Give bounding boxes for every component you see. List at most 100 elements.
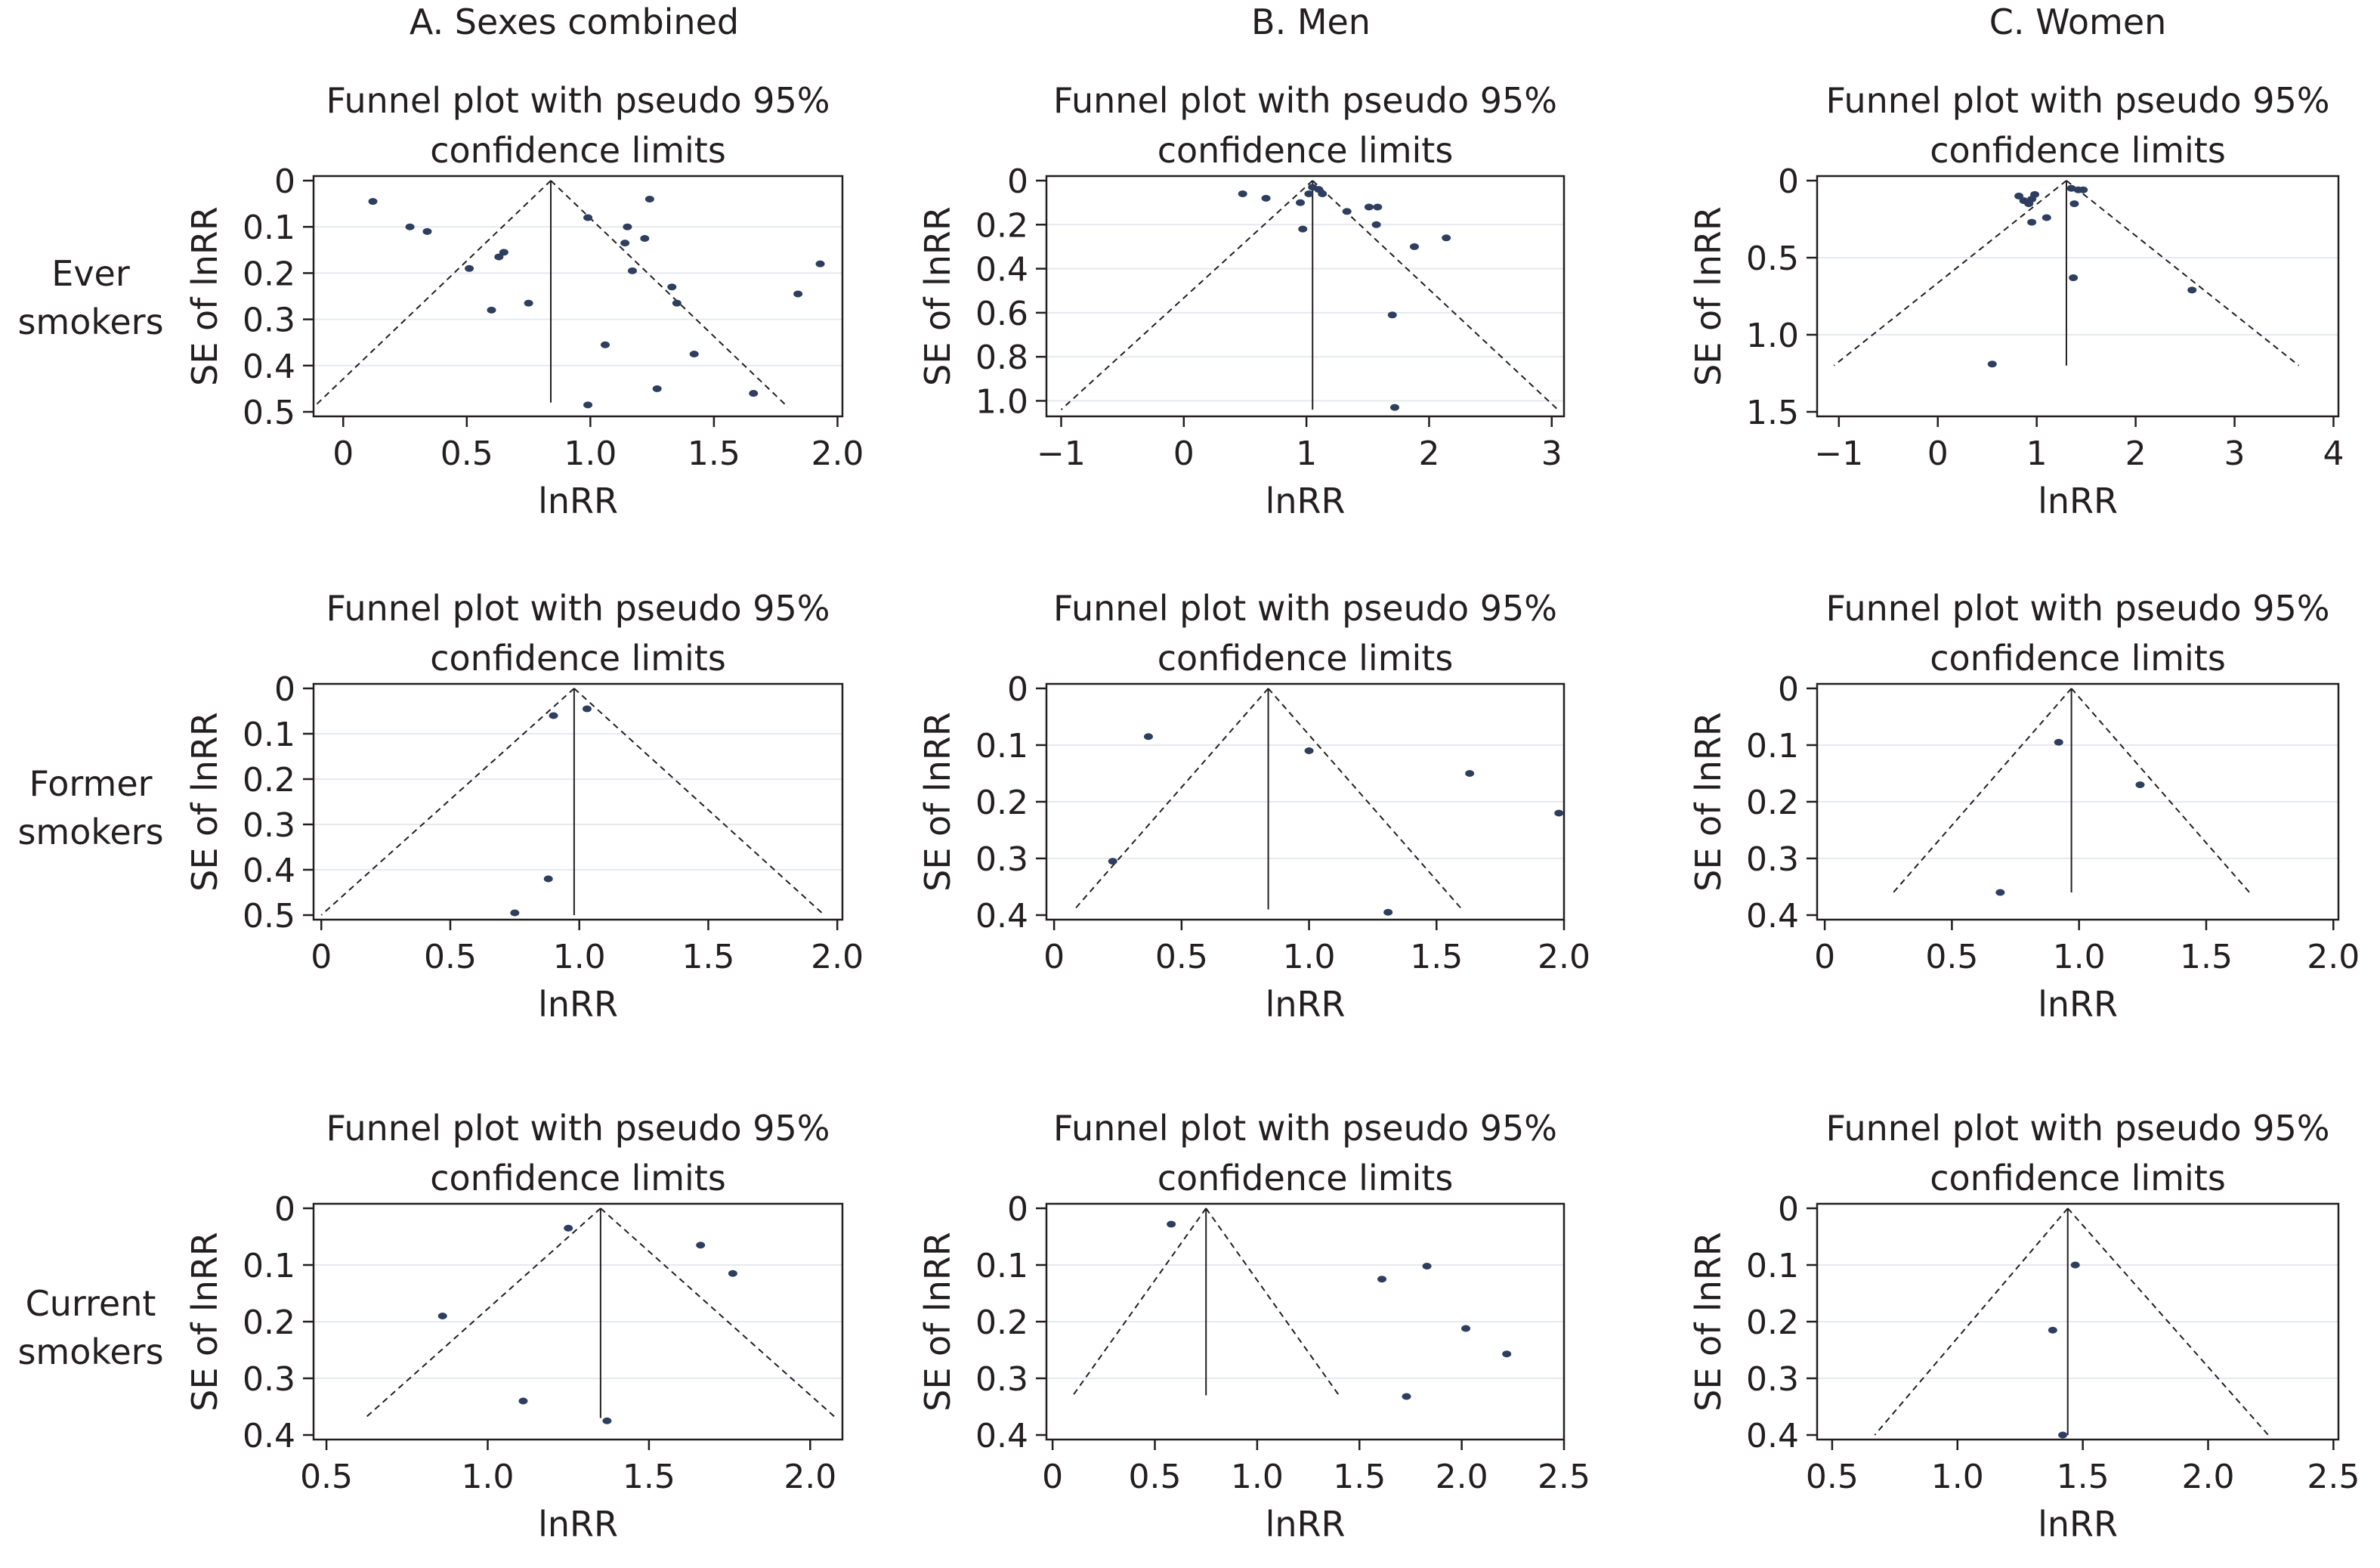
row-label-former-smokers: Former smokers: [17, 763, 164, 852]
plot-title: confidence limits: [1158, 1158, 1454, 1198]
y-tick-label: 0.8: [975, 339, 1028, 377]
y-axis-label: SE of lnRR: [1688, 206, 1729, 386]
study-point: [640, 235, 650, 242]
study-point: [1108, 858, 1117, 865]
study-point: [510, 909, 520, 917]
x-axis-label: lnRR: [538, 984, 618, 1025]
x-tick-label: 2: [1418, 435, 1439, 473]
y-tick-label: 0.1: [243, 1247, 295, 1285]
study-point: [602, 1417, 612, 1424]
study-point: [1364, 203, 1374, 211]
plot-title: Funnel plot with pseudo 95%: [1826, 1108, 2330, 1149]
y-tick-label: 0.2: [975, 784, 1028, 822]
funnel-limit-left: [1893, 688, 2072, 893]
row-label-ever-smokers: Ever smokers: [17, 253, 164, 342]
x-tick-label: 1.0: [1931, 1458, 1984, 1496]
x-tick-label: 2: [2125, 435, 2147, 473]
x-tick-label: 2.0: [2182, 1458, 2235, 1496]
study-point: [582, 705, 592, 713]
study-point: [600, 341, 610, 348]
study-point: [1342, 208, 1352, 215]
study-point: [518, 1397, 528, 1405]
x-axis-label: lnRR: [538, 481, 618, 521]
study-point: [1465, 770, 1475, 777]
study-point: [672, 299, 682, 307]
y-tick-label: 0.3: [243, 302, 295, 340]
x-tick-label: 2.0: [2307, 938, 2360, 976]
column-header-men: B. Men: [1251, 2, 1371, 42]
y-tick-label: 0: [274, 1190, 295, 1229]
study-point: [583, 401, 593, 409]
study-point: [1387, 311, 1397, 319]
plot-title: confidence limits: [1158, 130, 1454, 171]
y-tick-label: 0.3: [243, 1360, 295, 1399]
y-axis-label: SE of lnRR: [917, 206, 958, 386]
y-tick-label: 0.1: [975, 727, 1028, 765]
plot-title: confidence limits: [1930, 638, 2226, 679]
study-point: [793, 290, 803, 298]
y-tick-label: 0.2: [243, 1304, 295, 1342]
y-tick-label: 0.2: [975, 1304, 1028, 1342]
y-tick-label: 0: [1007, 1190, 1028, 1229]
funnel-limit-left: [1060, 180, 1313, 410]
x-tick-label: 2.0: [811, 435, 864, 473]
x-tick-label: 2.0: [811, 938, 864, 976]
study-point: [494, 253, 504, 261]
funnel-plot-former-women: Funnel plot with pseudo 95% confidence li…: [1688, 588, 2360, 1025]
study-point: [696, 1242, 706, 1249]
y-tick-label: 0.4: [975, 251, 1028, 289]
x-tick-label: 0.5: [1129, 1458, 1182, 1496]
y-tick-label: 0.2: [975, 206, 1028, 245]
study-point: [2030, 190, 2040, 198]
funnel-limit-left: [320, 688, 575, 916]
y-tick-label: 0.6: [975, 295, 1028, 333]
funnel-limit-left: [1072, 1208, 1207, 1396]
x-tick-label: 1.5: [688, 435, 740, 473]
x-tick-label: 1.0: [461, 1458, 514, 1496]
plot-title: confidence limits: [1930, 1158, 2226, 1198]
study-point: [1383, 908, 1393, 916]
x-axis-label: lnRR: [2038, 984, 2118, 1025]
funnel-limit-right: [2070, 688, 2250, 893]
funnel-plot-former-combined: Funnel plot with pseudo 95% confidence li…: [184, 588, 864, 1025]
plot-frame: [312, 175, 844, 418]
x-tick-label: 0: [1927, 435, 1949, 473]
study-point: [1238, 190, 1247, 197]
study-point: [2135, 781, 2145, 788]
y-tick-label: 0.5: [1746, 240, 1799, 278]
study-point: [405, 223, 415, 230]
y-tick-label: 1.0: [975, 382, 1028, 421]
x-tick-label: 2.5: [2307, 1458, 2360, 1496]
funnel-plot-ever-men: Funnel plot with pseudo 95% confidence li…: [917, 80, 1566, 521]
funnel-plot-former-men: Funnel plot with pseudo 95% confidence li…: [917, 588, 1590, 1025]
funnel-limit-left: [364, 1208, 601, 1419]
x-tick-label: 1.0: [553, 938, 606, 976]
plot-title: Funnel plot with pseudo 95%: [1053, 588, 1557, 629]
y-axis-label: SE of lnRR: [1688, 712, 1729, 892]
study-point: [2014, 192, 2024, 199]
y-tick-label: 0.1: [1746, 1247, 1799, 1285]
study-point: [1422, 1263, 1432, 1270]
y-tick-label: 0.1: [243, 716, 295, 754]
funnel-plot-ever-combined: Funnel plot with pseudo 95% confidence li…: [184, 80, 864, 521]
y-tick-label: 0.4: [1746, 1417, 1799, 1455]
y-tick-label: 1.5: [1746, 394, 1799, 432]
funnel-limit-right: [2066, 1208, 2269, 1436]
x-tick-label: 2.0: [1538, 938, 1590, 976]
study-point: [1389, 404, 1399, 411]
x-tick-label: 2.5: [1538, 1458, 1590, 1496]
study-point: [1167, 1220, 1176, 1228]
y-tick-label: 0.3: [1746, 840, 1799, 879]
x-axis-label: lnRR: [2038, 1504, 2118, 1545]
study-point: [815, 260, 825, 268]
study-point: [644, 195, 654, 203]
funnel-limit-left: [1074, 688, 1269, 911]
y-tick-label: 0.2: [1746, 784, 1799, 822]
study-point: [2187, 286, 2197, 294]
study-point: [2069, 274, 2079, 282]
x-tick-label: 0.5: [1806, 1458, 1859, 1496]
x-tick-label: 1.5: [1410, 938, 1463, 976]
y-tick-label: 1.0: [1746, 317, 1799, 355]
study-point: [1304, 747, 1314, 754]
